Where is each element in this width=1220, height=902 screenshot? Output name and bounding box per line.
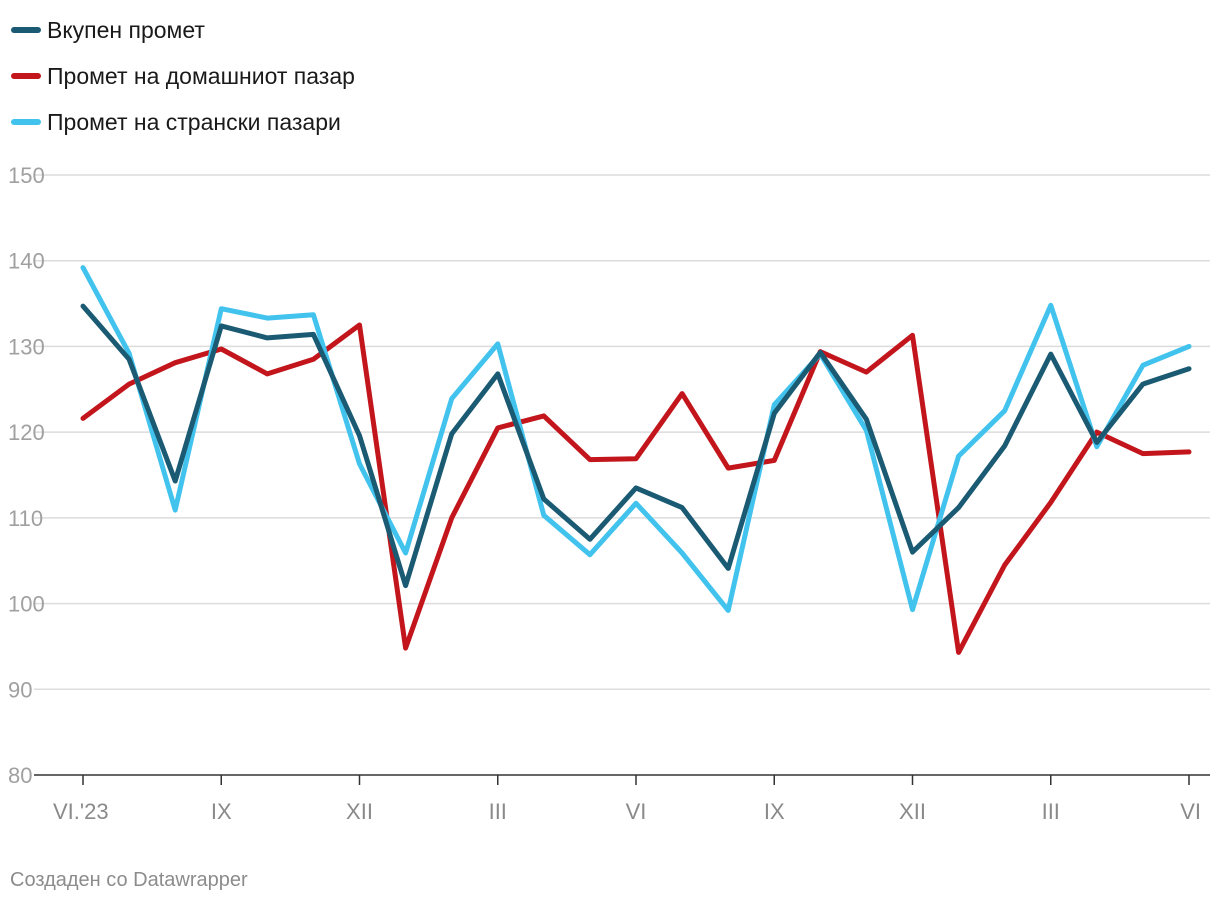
footer-credit: Создаден со Datawrapper	[10, 869, 248, 891]
series-line-1	[80, 303, 1192, 589]
y-tick-label-80: 80	[8, 763, 32, 788]
gridlines	[34, 174, 1210, 691]
x-tick-label-9: VI	[1180, 799, 1201, 824]
series-line-2	[80, 322, 1192, 655]
legend-label-1: Вкупен промет	[47, 17, 205, 43]
x-tick-label-3: XII	[346, 799, 373, 824]
x-tick-label-7: XII	[899, 799, 926, 824]
legend: Вкупен промет Промет на домашниот пазар Пр…	[11, 17, 355, 135]
y-tick-label-140: 140	[8, 249, 45, 274]
y-tick-label-130: 130	[8, 334, 45, 359]
series-lines	[80, 265, 1192, 655]
x-tick-label-4: III	[489, 799, 507, 824]
x-tick-label-2: IX	[211, 799, 232, 824]
legend-label-3: Промет на странски пазари	[47, 109, 341, 135]
x-axis: VI.'23 IX XII III VI IX XII III VI	[34, 774, 1210, 824]
y-tick-label-110: 110	[8, 506, 43, 531]
y-tick-label-100: 100	[8, 592, 45, 617]
legend-label-2: Промет на домашниот пазар	[47, 63, 355, 89]
x-tick-label-8: III	[1042, 799, 1060, 824]
y-tick-label-120: 120	[8, 420, 45, 445]
series-line-3	[80, 265, 1192, 613]
x-tick-label-5: VI	[626, 799, 647, 824]
y-tick-label-150: 150	[8, 163, 45, 188]
x-tick-label-1: VI.'23	[53, 799, 109, 824]
x-tick-label-6: IX	[764, 799, 785, 824]
y-axis-ticks: 80 90 100 110 120 130 140 150	[8, 163, 45, 788]
y-tick-label-90: 90	[8, 677, 32, 702]
